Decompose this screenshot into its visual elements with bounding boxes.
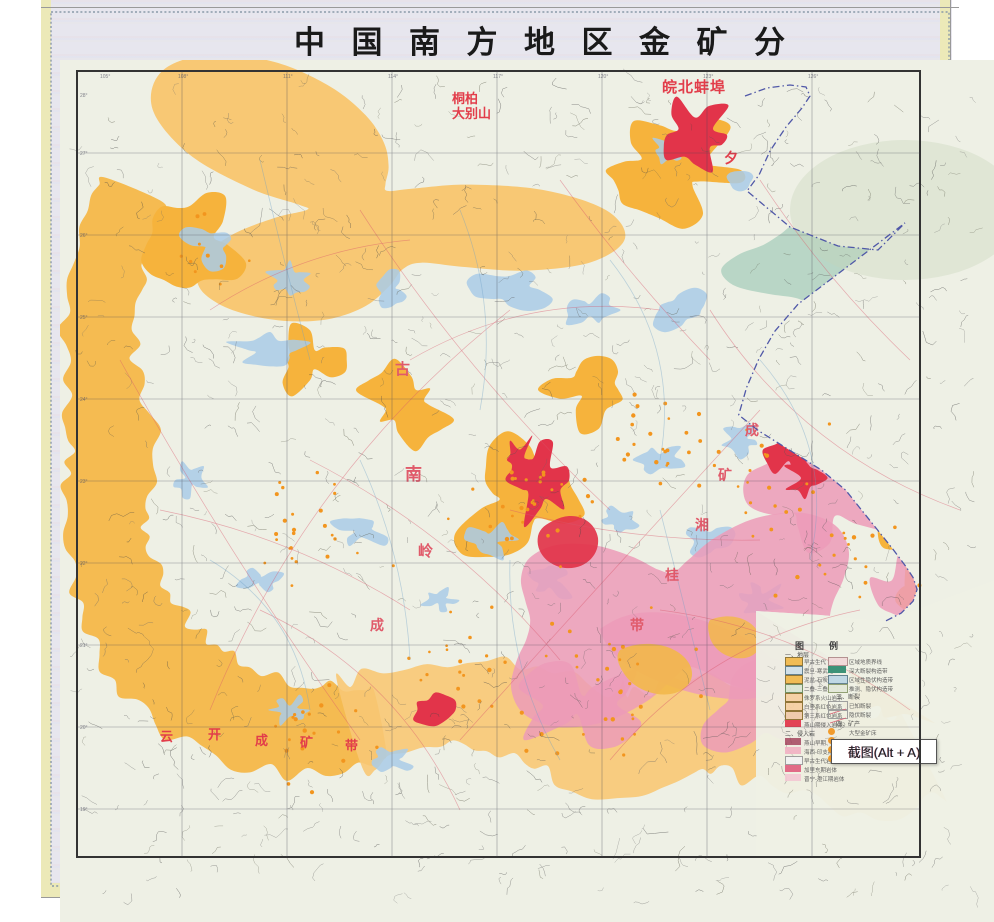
svg-text:20°: 20° — [80, 725, 88, 731]
svg-text:19°: 19° — [80, 807, 88, 813]
svg-text:105°: 105° — [100, 74, 110, 80]
svg-text:111°: 111° — [283, 74, 293, 80]
svg-text:22°: 22° — [80, 561, 88, 567]
svg-text:28°: 28° — [80, 93, 88, 99]
svg-text:25°: 25° — [80, 315, 88, 321]
svg-text:26°: 26° — [80, 233, 88, 239]
svg-text:117°: 117° — [493, 74, 503, 80]
svg-text:123°: 123° — [703, 74, 713, 80]
svg-text:126°: 126° — [808, 74, 818, 80]
svg-text:114°: 114° — [388, 74, 398, 80]
svg-text:21°: 21° — [80, 643, 88, 649]
svg-text:108°: 108° — [178, 74, 188, 80]
svg-text:24°: 24° — [80, 397, 88, 403]
svg-text:27°: 27° — [80, 151, 88, 157]
svg-text:120°: 120° — [598, 74, 608, 80]
svg-text:23°: 23° — [80, 479, 88, 485]
